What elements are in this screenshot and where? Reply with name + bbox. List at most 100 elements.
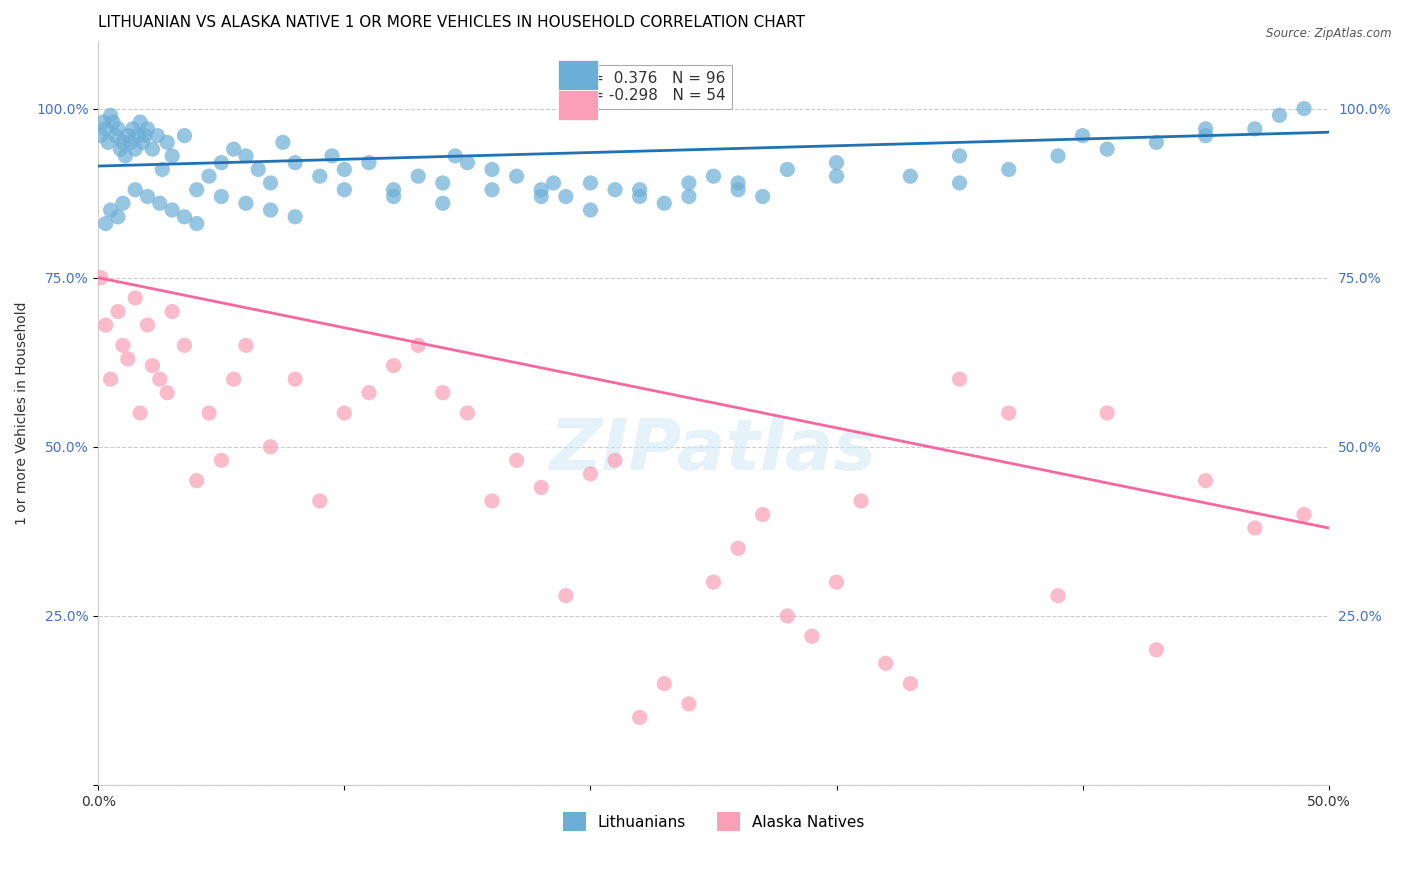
Point	[382, 189, 405, 203]
Point	[124, 291, 146, 305]
Point	[114, 149, 136, 163]
Point	[186, 474, 208, 488]
Point	[505, 453, 527, 467]
Point	[628, 189, 651, 203]
Point	[333, 406, 356, 420]
Point	[129, 115, 152, 129]
Point	[603, 183, 626, 197]
Point	[357, 155, 380, 169]
Point	[751, 189, 773, 203]
Point	[198, 406, 221, 420]
Point	[156, 385, 179, 400]
Point	[160, 202, 183, 217]
Point	[146, 128, 169, 143]
Point	[997, 162, 1019, 177]
FancyBboxPatch shape	[558, 90, 598, 120]
Point	[727, 541, 749, 556]
Point	[121, 121, 143, 136]
Point	[357, 385, 380, 400]
Point	[173, 128, 195, 143]
Point	[100, 202, 122, 217]
Point	[91, 115, 114, 129]
Point	[100, 108, 122, 122]
Point	[702, 169, 724, 184]
Point	[271, 136, 294, 150]
Point	[235, 196, 257, 211]
Point	[94, 217, 117, 231]
Legend: Lithuanians, Alaska Natives: Lithuanians, Alaska Natives	[557, 806, 870, 837]
Point	[156, 136, 179, 150]
Point	[107, 304, 129, 318]
Point	[481, 494, 503, 508]
Text: ZIPatlas: ZIPatlas	[550, 416, 877, 484]
Point	[120, 136, 142, 150]
Point	[1292, 102, 1315, 116]
Point	[678, 189, 700, 203]
Point	[134, 128, 156, 143]
Point	[800, 629, 823, 643]
Point	[1243, 521, 1265, 535]
Point	[136, 189, 159, 203]
Point	[505, 169, 527, 184]
Point	[149, 372, 172, 386]
Point	[222, 142, 245, 156]
Point	[825, 155, 848, 169]
Point	[117, 128, 139, 143]
Point	[776, 162, 799, 177]
Point	[406, 338, 429, 352]
Point	[141, 359, 163, 373]
Point	[321, 149, 343, 163]
Point	[1144, 642, 1167, 657]
Point	[1144, 136, 1167, 150]
Point	[247, 162, 270, 177]
Point	[97, 136, 120, 150]
Point	[107, 121, 129, 136]
Y-axis label: 1 or more Vehicles in Household: 1 or more Vehicles in Household	[15, 301, 30, 524]
Point	[308, 169, 330, 184]
Point	[530, 183, 553, 197]
Point	[124, 183, 146, 197]
Point	[628, 183, 651, 197]
Point	[948, 372, 970, 386]
Point	[160, 149, 183, 163]
Point	[727, 176, 749, 190]
Point	[222, 372, 245, 386]
Point	[825, 575, 848, 590]
Point	[104, 128, 127, 143]
Point	[554, 189, 576, 203]
Point	[579, 176, 602, 190]
Point	[898, 169, 921, 184]
Point	[997, 406, 1019, 420]
Point	[543, 176, 565, 190]
Point	[209, 453, 232, 467]
Point	[149, 196, 172, 211]
Point	[259, 202, 281, 217]
Point	[107, 210, 129, 224]
Point	[284, 372, 307, 386]
Point	[1194, 128, 1216, 143]
Point	[481, 183, 503, 197]
Point	[406, 169, 429, 184]
Point	[1071, 128, 1094, 143]
Point	[209, 155, 232, 169]
Point	[198, 169, 221, 184]
Point	[948, 176, 970, 190]
FancyBboxPatch shape	[558, 61, 598, 90]
Point	[117, 351, 139, 366]
Point	[530, 480, 553, 494]
Point	[111, 136, 134, 150]
Point	[678, 697, 700, 711]
Point	[94, 318, 117, 332]
Point	[776, 609, 799, 624]
Point	[124, 142, 146, 156]
Point	[456, 155, 478, 169]
Point	[554, 589, 576, 603]
Point	[751, 508, 773, 522]
Point	[432, 176, 454, 190]
Point	[1243, 121, 1265, 136]
Point	[111, 196, 134, 211]
Point	[284, 155, 307, 169]
Point	[136, 121, 159, 136]
Point	[94, 121, 117, 136]
Point	[160, 304, 183, 318]
